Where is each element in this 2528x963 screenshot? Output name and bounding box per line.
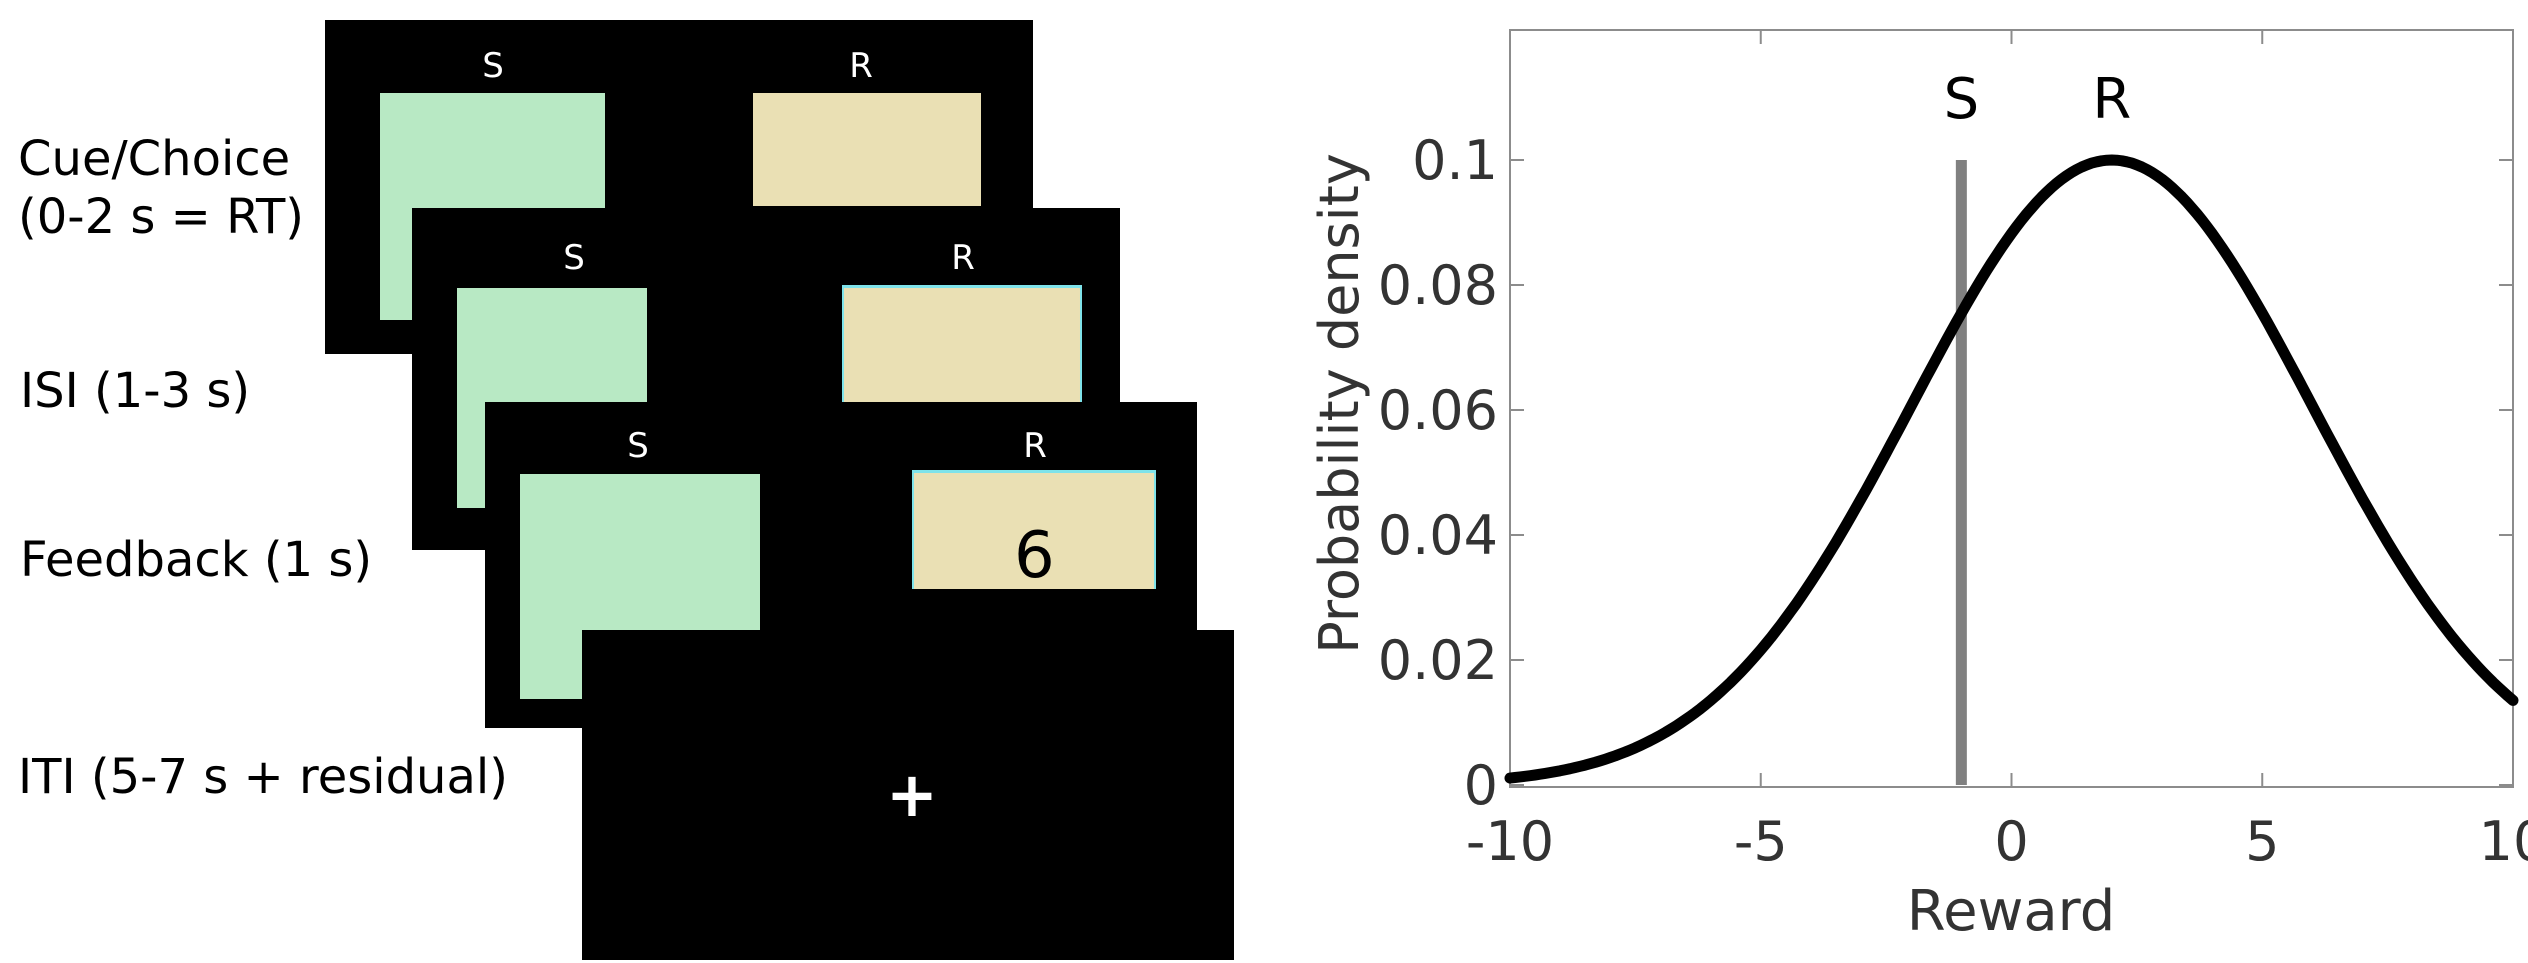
y-tick-label: 0.06 (1378, 379, 1498, 442)
plot-frame (1509, 29, 2514, 788)
safe-letter: S (627, 426, 649, 466)
stage-label-cue-line2: (0-2 s = RT) (18, 189, 305, 245)
x-tick-label: 10 (2479, 810, 2528, 873)
safe-letter: S (482, 46, 504, 86)
risky-letter: R (849, 46, 873, 86)
stage-label-cue-choice: Cue/Choice (0-2 s = RT) (18, 130, 304, 246)
annotation-s: S (1944, 67, 1980, 132)
x-tick-label: -10 (1466, 810, 1554, 873)
x-tick-label: 5 (2245, 810, 2279, 873)
stage-label-iti: ITI (5-7 s + residual) (18, 749, 508, 805)
x-axis-label: Reward (1907, 879, 2116, 944)
x-axis: -10 -5 0 5 10 (1466, 30, 2528, 873)
stage-label-cue-line1: Cue/Choice (18, 131, 291, 187)
y-tick-label: 0.04 (1378, 504, 1498, 567)
reward-density-curve (1504, 154, 2519, 784)
y-tick-label: 0.02 (1378, 629, 1498, 692)
iti-screen: + (582, 630, 1234, 960)
y-axis: 0 0.02 0.04 0.06 0.08 0.1 (1378, 129, 2513, 817)
reward-distribution-chart: 00.020.040.060.080.1 -10-50510 SR Reward… (1308, 29, 2528, 944)
x-tick-label: -5 (1734, 810, 1788, 873)
risky-option-box (753, 93, 981, 206)
risky-letter: R (951, 238, 975, 278)
x-tick-label: 0 (1994, 810, 2028, 873)
y-tick-label: 0.08 (1378, 254, 1498, 317)
y-tick-label: 0 (1464, 754, 1498, 817)
y-tick-label: 0.1 (1412, 129, 1498, 192)
feedback-reward-value: 6 (1014, 519, 1055, 593)
stage-label-isi: ISI (1-3 s) (20, 363, 251, 419)
risky-option-box-selected (842, 285, 1082, 404)
annotation-r: R (2092, 67, 2131, 132)
stage-label-feedback: Feedback (1 s) (20, 532, 373, 588)
risky-letter: R (1023, 426, 1047, 466)
y-axis-label: Probability density (1308, 153, 1371, 654)
risky-option-box-feedback: 6 (912, 470, 1156, 593)
fixation-cross: + (886, 758, 938, 831)
safe-letter: S (563, 238, 585, 278)
